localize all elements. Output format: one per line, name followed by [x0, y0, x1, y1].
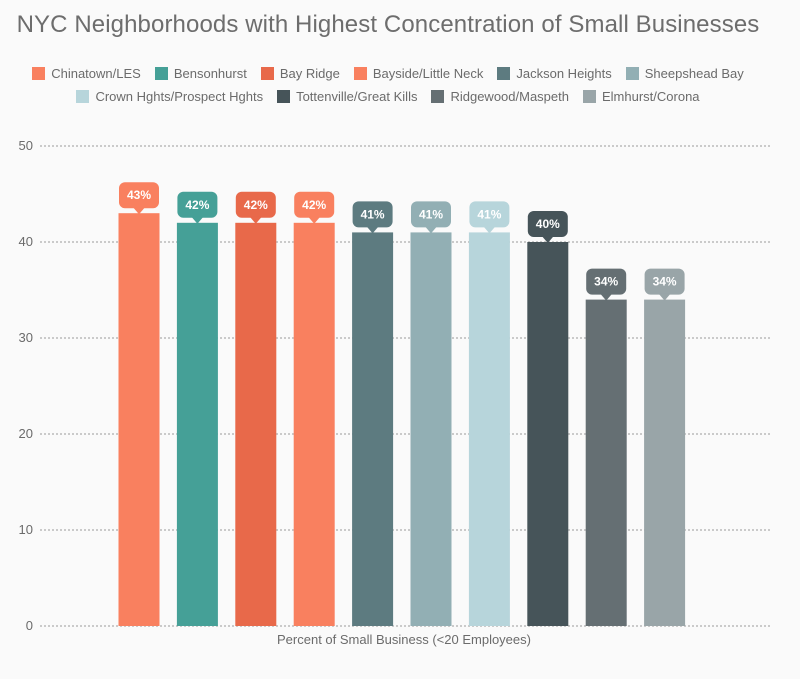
legend-label: Ridgewood/Maspeth — [450, 89, 569, 104]
legend-item-bay-ridge[interactable]: Bay Ridge — [260, 62, 340, 85]
data-label-pointer — [658, 293, 671, 301]
legend-item-jackson-heights[interactable]: Jackson Heights — [497, 62, 612, 85]
y-tick-label: 20 — [19, 426, 33, 441]
bar-bay-ridge[interactable] — [235, 222, 277, 627]
data-label-text: 40% — [536, 217, 560, 231]
data-label-pointer — [249, 216, 262, 224]
data-label-ridgewood-maspeth: 34% — [586, 268, 627, 301]
y-tick-label: 40 — [19, 234, 33, 249]
data-label-bay-ridge: 42% — [235, 191, 276, 224]
data-label-text: 41% — [419, 207, 443, 221]
legend-swatch — [154, 67, 168, 80]
legend-swatch — [277, 90, 291, 103]
data-labels: 43% 42% 42% 42% 41% 41% 41% 40% 34% 34% — [119, 182, 685, 301]
y-tick-label: 50 — [19, 138, 33, 153]
data-label-box — [235, 191, 276, 218]
legend-item-sheepshead-bay[interactable]: Sheepshead Bay — [625, 62, 744, 85]
data-label-pointer — [483, 226, 496, 234]
bar-jackson-heights[interactable] — [352, 232, 394, 626]
legend-label: Elmhurst/Corona — [602, 89, 700, 104]
data-label-sheepshead-bay: 41% — [411, 201, 451, 234]
bar-ridgewood-maspeth[interactable] — [585, 299, 627, 626]
legend-swatch — [76, 90, 90, 103]
legend-item-chinatown-les[interactable]: Chinatown/LES — [32, 62, 141, 85]
data-label-text: 42% — [185, 198, 209, 212]
data-label-chinatown-les: 43% — [119, 182, 159, 215]
bar-bayside-little-neck[interactable] — [293, 222, 335, 627]
data-label-text: 43% — [127, 188, 151, 202]
legend-swatch — [625, 67, 639, 80]
bar-tottenville-great-kills[interactable] — [527, 242, 569, 626]
legend-swatch — [32, 67, 46, 80]
data-label-pointer — [600, 293, 613, 301]
y-tick-label: 10 — [19, 522, 33, 537]
data-label-box — [352, 201, 393, 228]
bar-sheepshead-bay[interactable] — [410, 232, 452, 626]
legend-item-tottenville-great-kills[interactable]: Tottenville/Great Kills — [277, 85, 417, 108]
data-label-bayside-little-neck: 42% — [294, 191, 335, 224]
data-label-elmhurst-corona: 34% — [644, 268, 685, 301]
data-label-pointer — [366, 226, 379, 234]
data-label-box — [411, 201, 451, 228]
legend-swatch — [353, 67, 367, 80]
data-label-box — [119, 182, 159, 209]
x-axis-label: Percent of Small Business (<20 Employees… — [277, 632, 531, 647]
data-label-pointer — [425, 226, 437, 234]
data-label-box — [586, 268, 627, 295]
data-label-box — [177, 191, 218, 218]
legend: Chinatown/LES Bensonhurst Bay Ridge Bayside… — [0, 62, 776, 108]
data-label-pointer — [133, 207, 145, 215]
bar-chinatown-les[interactable] — [118, 213, 160, 626]
bar-bensonhurst[interactable] — [176, 222, 218, 627]
data-label-box — [527, 211, 568, 237]
data-label-pointer — [191, 216, 204, 224]
legend-item-bensonhurst[interactable]: Bensonhurst — [154, 62, 247, 85]
y-tick-label: 30 — [19, 330, 33, 345]
legend-item-bayside-little-neck[interactable]: Bayside/Little Neck — [353, 62, 484, 85]
legend-swatch — [583, 90, 596, 103]
data-label-box — [469, 201, 510, 228]
legend-swatch — [431, 90, 445, 103]
legend-swatch — [260, 67, 274, 80]
bar-crown-hghts-prospect-hghts[interactable] — [468, 232, 510, 626]
data-label-tottenville-great-kills: 40% — [527, 211, 568, 243]
y-axis-ticks: 0 10 20 30 40 50 — [19, 138, 33, 633]
data-label-text: 41% — [477, 207, 501, 221]
data-label-text: 34% — [594, 275, 618, 289]
legend-label: Crown Hghts/Prospect Hghts — [95, 89, 264, 104]
data-label-pointer — [541, 236, 554, 243]
data-label-box — [644, 268, 685, 295]
legend-item-ridgewood-maspeth[interactable]: Ridgewood/Maspeth — [431, 85, 569, 108]
legend-row-1: Chinatown/LES Bensonhurst Bay Ridge Bayside… — [0, 62, 776, 85]
data-label-pointer — [308, 216, 321, 224]
legend-item-crown-hghts-prospect-hghts[interactable]: Crown Hghts/Prospect Hghts — [76, 85, 263, 108]
y-tick-label: 0 — [26, 618, 33, 633]
legend-label: Bay Ridge — [279, 66, 340, 81]
data-label-text: 42% — [302, 198, 326, 212]
data-label-jackson-heights: 41% — [352, 201, 393, 234]
data-label-bensonhurst: 42% — [177, 191, 218, 224]
data-label-box — [294, 191, 335, 218]
bars — [118, 213, 686, 627]
legend-label: Tottenville/Great Kills — [296, 89, 418, 104]
legend-row-2: Crown Hghts/Prospect Hghts Tottenville/Gr… — [0, 85, 776, 108]
data-label-text: 42% — [244, 198, 268, 212]
legend-item-elmhurst-corona[interactable]: Elmhurst/Corona — [583, 85, 700, 108]
legend-label: Chinatown/LES — [51, 66, 141, 81]
legend-swatch — [497, 67, 511, 80]
bar-elmhurst-corona[interactable] — [644, 299, 686, 626]
data-label-crown-hghts-prospect-hghts: 41% — [469, 201, 510, 234]
legend-label: Bayside/Little Neck — [372, 66, 484, 81]
legend-label: Jackson Heights — [516, 66, 612, 81]
data-label-text: 41% — [361, 207, 385, 221]
legend-label: Bensonhurst — [173, 66, 247, 81]
legend-label: Sheepshead Bay — [644, 66, 744, 81]
chart-title: NYC Neighborhoods with Highest Concentra… — [16, 11, 760, 38]
data-label-text: 34% — [653, 275, 677, 289]
